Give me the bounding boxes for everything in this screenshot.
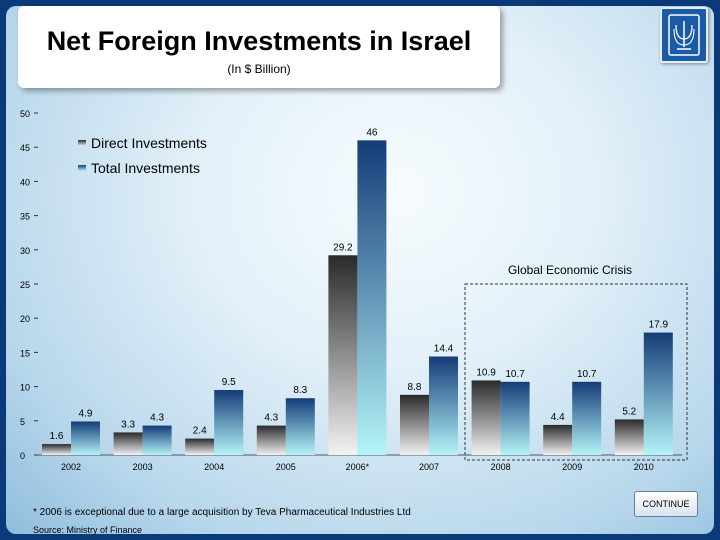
y-tick-label: 10 — [20, 383, 30, 393]
legend: Direct Investments Total Investments — [78, 135, 207, 176]
data-label-total: 14.4 — [434, 344, 454, 355]
y-tick-label: 25 — [20, 280, 30, 290]
x-tick-label: 2007 — [419, 462, 439, 472]
data-label-total: 17.9 — [649, 320, 669, 331]
y-tick-label: 40 — [20, 177, 30, 187]
source-note: Source: Ministry of Finance — [33, 525, 142, 535]
data-label-direct: 3.3 — [121, 419, 135, 430]
y-tick-label: 15 — [20, 348, 30, 358]
bar-direct — [257, 426, 286, 455]
bar-direct — [42, 444, 71, 455]
y-tick-label: 0 — [20, 451, 25, 461]
bar-direct — [615, 419, 644, 455]
data-label-total: 10.7 — [505, 369, 525, 380]
data-label-direct: 1.6 — [50, 431, 64, 442]
bar-direct — [472, 380, 501, 455]
y-tick-label: 5 — [20, 417, 25, 427]
x-tick-label: 2008 — [491, 462, 511, 472]
crisis-annotation: Global Economic Crisis — [508, 263, 632, 277]
bar-total — [214, 390, 243, 455]
data-label-direct: 4.3 — [264, 413, 278, 424]
y-tick-label: 35 — [20, 212, 30, 222]
bar-direct — [400, 395, 429, 455]
bar-total — [501, 382, 530, 455]
data-label-total: 8.3 — [293, 385, 307, 396]
bar-total — [286, 398, 315, 455]
bar-total — [429, 357, 458, 455]
bar-total — [357, 140, 386, 455]
x-tick-label: 2010 — [634, 462, 654, 472]
bar-total — [644, 333, 673, 455]
bar-total — [71, 421, 100, 455]
legend-label-total: Total Investments — [91, 160, 200, 176]
x-tick-label: 2004 — [204, 462, 224, 472]
data-label-direct: 2.4 — [193, 426, 207, 437]
data-label-total: 46 — [366, 127, 378, 138]
legend-swatch-total — [78, 165, 86, 171]
x-tick-label: 2006* — [346, 462, 370, 472]
y-tick-label: 45 — [20, 143, 30, 153]
data-label-direct: 8.8 — [408, 382, 422, 393]
bar-direct — [328, 255, 357, 455]
y-tick-label: 30 — [20, 246, 30, 256]
x-tick-label: 2009 — [562, 462, 582, 472]
continue-button[interactable]: CONTINUE — [634, 491, 698, 517]
data-label-total: 4.3 — [150, 413, 164, 424]
data-label-total: 9.5 — [222, 377, 236, 388]
bar-total — [143, 426, 172, 455]
bar-total — [572, 382, 601, 455]
data-label-direct: 5.2 — [622, 406, 636, 417]
data-label-total: 10.7 — [577, 369, 597, 380]
x-tick-label: 2003 — [133, 462, 153, 472]
legend-label-direct: Direct Investments — [91, 135, 207, 151]
footnote: * 2006 is exceptional due to a large acq… — [33, 507, 411, 518]
legend-swatch-direct — [78, 140, 86, 146]
y-tick-label: 20 — [20, 314, 30, 324]
y-tick-label: 50 — [20, 109, 30, 119]
data-label-total: 4.9 — [79, 408, 93, 419]
bar-direct — [185, 439, 214, 455]
bar-direct — [114, 432, 143, 455]
data-label-direct: 29.2 — [333, 242, 353, 253]
x-tick-label: 2002 — [61, 462, 81, 472]
data-label-direct: 4.4 — [551, 412, 565, 423]
bar-direct — [543, 425, 572, 455]
x-tick-label: 2005 — [276, 462, 296, 472]
data-label-direct: 10.9 — [476, 367, 496, 378]
